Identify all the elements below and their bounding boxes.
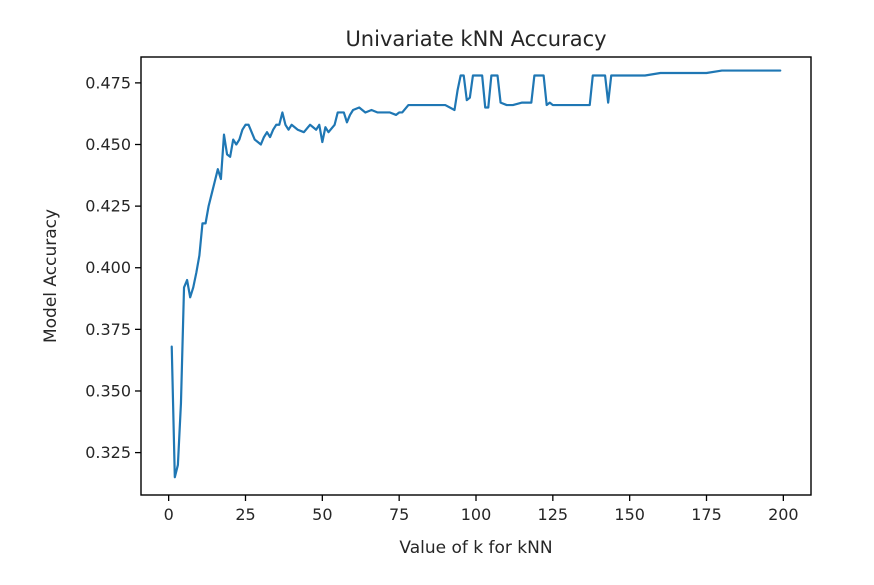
y-axis-label: Model Accuracy — [41, 209, 61, 343]
y-tick-label: 0.425 — [85, 197, 131, 216]
series-line — [170, 69, 782, 479]
x-tick-label: 25 — [235, 505, 255, 524]
x-tick-label: 200 — [768, 505, 799, 524]
x-tick-label: 75 — [389, 505, 409, 524]
x-tick-label: 0 — [164, 505, 174, 524]
x-tick-label: 100 — [461, 505, 492, 524]
x-tick-label: 150 — [614, 505, 645, 524]
x-axis-label: Value of k for kNN — [399, 538, 552, 558]
x-tick-label: 50 — [312, 505, 332, 524]
x-tick-label: 175 — [691, 505, 722, 524]
y-tick-label: 0.450 — [85, 135, 131, 154]
y-tick-label: 0.475 — [85, 73, 131, 92]
y-tick-label: 0.400 — [85, 258, 131, 277]
axes-frame — [140, 56, 812, 496]
chart-title: Univariate kNN Accuracy — [345, 27, 606, 51]
x-tick-label: 125 — [538, 505, 569, 524]
y-tick-label: 0.375 — [85, 320, 131, 339]
y-tick-label: 0.325 — [85, 443, 131, 462]
y-tick-label: 0.350 — [85, 381, 131, 400]
